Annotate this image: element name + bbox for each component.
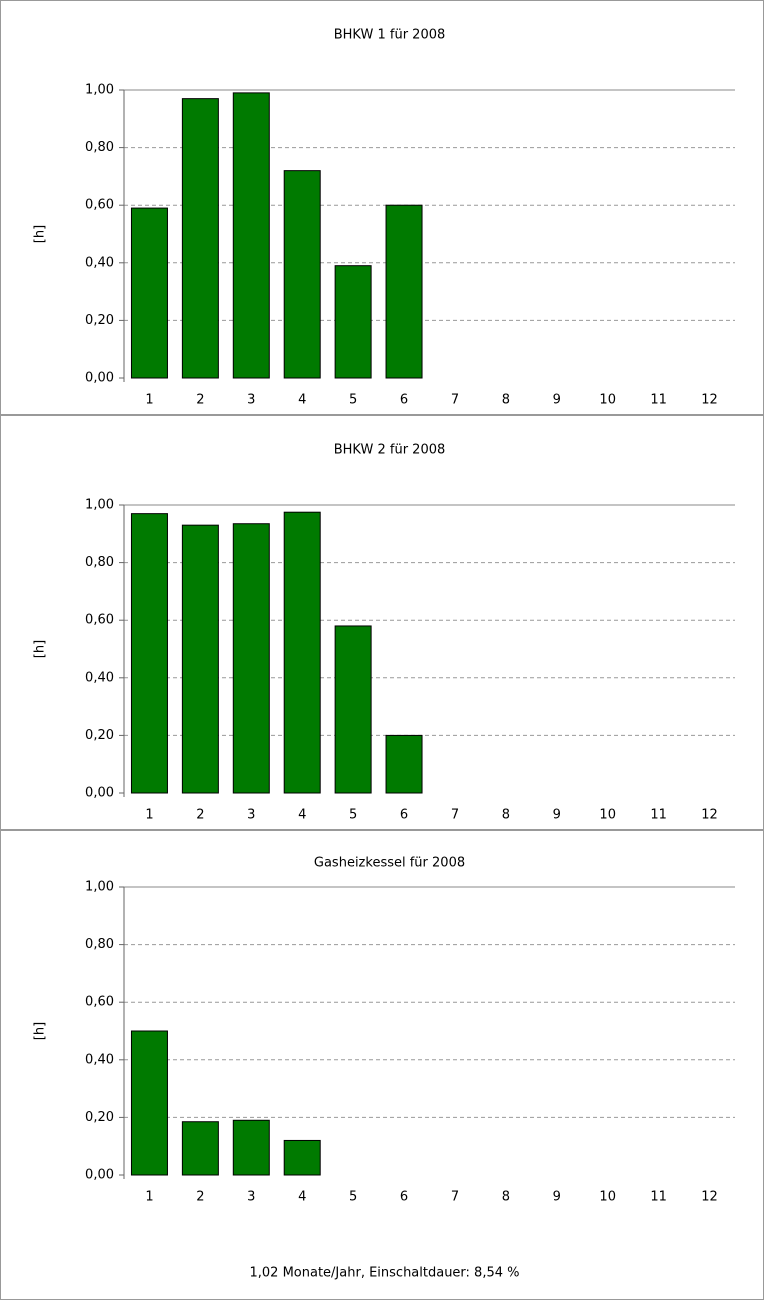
- x-tick-label: 1: [145, 393, 153, 408]
- bar: [130, 1030, 168, 1176]
- bar: [283, 170, 321, 379]
- x-tick-label: 12: [701, 393, 718, 408]
- x-tick-label: 5: [349, 808, 357, 823]
- x-tick-label: 4: [298, 1190, 306, 1205]
- x-tick-label: 5: [349, 1190, 357, 1205]
- x-tick-label: 4: [298, 808, 306, 823]
- y-axis-label: [h]: [33, 225, 48, 243]
- bar: [334, 625, 372, 794]
- panel-frame: [0, 415, 764, 830]
- y-axis-label: [h]: [33, 640, 48, 658]
- bar: [232, 1119, 270, 1176]
- x-tick-label: 3: [247, 393, 255, 408]
- bar: [283, 511, 321, 794]
- bar: [181, 98, 219, 379]
- x-tick-label: 6: [400, 1190, 408, 1205]
- x-tick-label: 10: [599, 1190, 616, 1205]
- x-tick-label: 6: [400, 808, 408, 823]
- x-tick-label: 2: [196, 1190, 204, 1205]
- x-tick-label: 8: [502, 1190, 510, 1205]
- x-tick-label: 10: [599, 808, 616, 823]
- y-tick-label: 0,40: [85, 1052, 114, 1067]
- panel-frame: [0, 0, 764, 415]
- x-tick-label: 7: [451, 393, 459, 408]
- x-tick-label: 9: [553, 1190, 561, 1205]
- x-tick-label: 7: [451, 808, 459, 823]
- annotation: 1,02 Monate/Jahr, Einschaltdauer: 8,54 %: [250, 1266, 520, 1281]
- x-tick-label: 3: [247, 1190, 255, 1205]
- bar: [181, 1121, 219, 1176]
- y-tick-label: 0,00: [85, 371, 114, 386]
- x-tick-label: 9: [553, 393, 561, 408]
- bar: [130, 513, 168, 794]
- x-tick-label: 3: [247, 808, 255, 823]
- x-tick-label: 10: [599, 393, 616, 408]
- y-tick-label: 0,20: [85, 1110, 114, 1125]
- y-tick-label: 0,40: [85, 255, 114, 270]
- x-tick-label: 5: [349, 393, 357, 408]
- y-tick-label: 0,00: [85, 1168, 114, 1183]
- x-tick-label: 8: [502, 393, 510, 408]
- x-tick-label: 2: [196, 808, 204, 823]
- chart-title: BHKW 2 für 2008: [334, 443, 446, 458]
- y-tick-label: 0,20: [85, 728, 114, 743]
- bar: [130, 207, 168, 379]
- y-tick-label: 0,60: [85, 995, 114, 1010]
- y-tick-label: 0,60: [85, 613, 114, 628]
- y-tick-label: 1,00: [85, 83, 114, 98]
- chart-title: Gasheizkessel für 2008: [314, 856, 465, 871]
- x-tick-label: 12: [701, 1190, 718, 1205]
- y-tick-label: 0,40: [85, 670, 114, 685]
- y-tick-label: 0,60: [85, 198, 114, 213]
- y-axis-label: [h]: [33, 1022, 48, 1040]
- x-tick-label: 11: [650, 1190, 667, 1205]
- bar: [232, 92, 270, 379]
- bar: [181, 524, 219, 794]
- x-tick-label: 2: [196, 393, 204, 408]
- y-tick-label: 0,80: [85, 140, 114, 155]
- y-tick-label: 0,20: [85, 313, 114, 328]
- bar: [385, 734, 423, 794]
- bar: [232, 523, 270, 794]
- bar: [334, 265, 372, 379]
- panel-frame: [0, 830, 764, 1300]
- x-tick-label: 6: [400, 393, 408, 408]
- chart-title: BHKW 1 für 2008: [334, 28, 446, 43]
- x-tick-label: 1: [145, 808, 153, 823]
- x-tick-label: 4: [298, 393, 306, 408]
- x-tick-label: 9: [553, 808, 561, 823]
- bar: [283, 1139, 321, 1176]
- x-tick-label: 11: [650, 808, 667, 823]
- y-tick-label: 0,80: [85, 555, 114, 570]
- x-tick-label: 7: [451, 1190, 459, 1205]
- y-tick-label: 1,00: [85, 880, 114, 895]
- bar: [385, 204, 423, 379]
- x-tick-label: 12: [701, 808, 718, 823]
- x-tick-label: 8: [502, 808, 510, 823]
- x-tick-label: 1: [145, 1190, 153, 1205]
- y-tick-label: 0,00: [85, 786, 114, 801]
- x-tick-label: 11: [650, 393, 667, 408]
- y-tick-label: 0,80: [85, 937, 114, 952]
- y-tick-label: 1,00: [85, 498, 114, 513]
